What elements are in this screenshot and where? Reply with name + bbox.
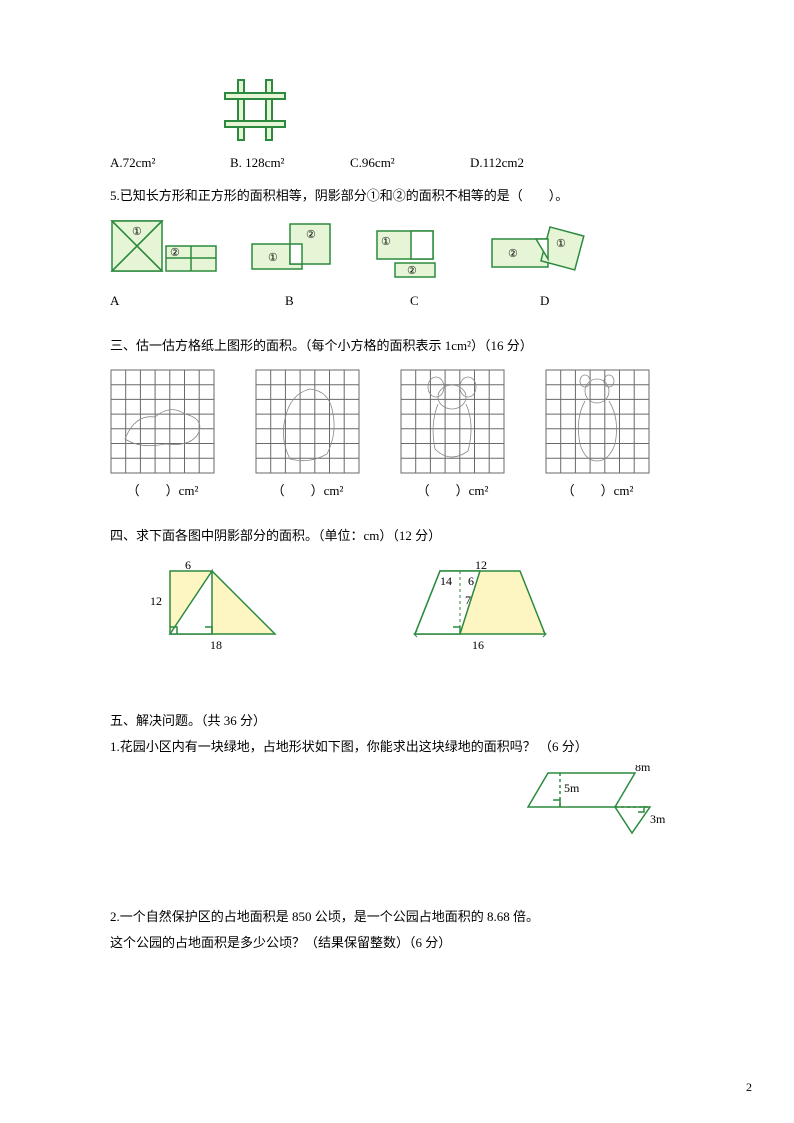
svg-text:8m: 8m xyxy=(635,765,651,774)
q5-label-d: D xyxy=(540,293,640,309)
svg-text:6: 6 xyxy=(185,559,191,572)
q5-figures: ① ② ① ② xyxy=(110,219,699,283)
grid-cap-2: （ ）cm² xyxy=(272,480,344,499)
grid-cap-3: （ ）cm² xyxy=(417,480,489,499)
q4-opt-d: D.112cm2 xyxy=(470,155,590,171)
svg-text:①: ① xyxy=(132,226,142,238)
q4-options: A.72cm² B. 128cm² C.96cm² D.112cm2 xyxy=(110,155,699,171)
s5-q1: 1.花园小区内有一块绿地，占地形状如下图，你能求出这块绿地的面积吗？ （6 分） xyxy=(110,734,699,760)
q5-fig-d: ② ① xyxy=(490,219,590,283)
q5-fig-a: ① ② xyxy=(110,219,220,283)
svg-text:②: ② xyxy=(407,265,417,277)
q5-label-b: B xyxy=(285,293,410,309)
s4-fig1: 6 12 18 xyxy=(130,559,300,654)
svg-text:18: 18 xyxy=(210,638,222,652)
grid-figure-4 xyxy=(545,369,650,474)
q5-text: 5.已知长方形和正方形的面积相等，阴影部分①和②的面积不相等的是（ ）。 xyxy=(110,183,699,209)
q5-fig-c: ① ② xyxy=(375,219,460,283)
svg-text:14: 14 xyxy=(440,574,452,588)
page-number: 2 xyxy=(746,1080,752,1095)
grid-figure-2 xyxy=(255,369,360,474)
svg-text:②: ② xyxy=(306,229,316,241)
svg-text:3m: 3m xyxy=(650,812,666,826)
q4-opt-a: A.72cm² xyxy=(110,155,230,171)
grid-figure-1 xyxy=(110,369,215,474)
s3-heading: 三、估一估方格纸上图形的面积。（每个小方格的面积表示 1cm²）（16 分） xyxy=(110,333,699,359)
s4-figures: 6 12 18 12 14 6 7 xyxy=(110,559,699,658)
s5-q2a: 2.一个自然保护区的占地面积是 850 公顷，是一个公园占地面积的 8.68 倍… xyxy=(110,904,699,930)
grid-figure-3 xyxy=(400,369,505,474)
cross-square-figure xyxy=(220,75,290,145)
svg-text:5m: 5m xyxy=(564,781,580,795)
svg-text:②: ② xyxy=(508,248,518,260)
q4-opt-b: B. 128cm² xyxy=(230,155,350,171)
svg-text:12: 12 xyxy=(150,594,162,608)
s5-q2b: 这个公园的占地面积是多少公顷？（结果保留整数）（6 分） xyxy=(110,930,699,956)
svg-text:16: 16 xyxy=(472,638,484,652)
q5-label-a: A xyxy=(110,293,250,309)
s4-heading: 四、求下面各图中阴影部分的面积。（单位：cm）（12 分） xyxy=(110,523,699,549)
svg-text:12: 12 xyxy=(475,559,487,572)
s3-grids: （ ）cm² （ ）cm² xyxy=(110,369,699,499)
svg-text:①: ① xyxy=(556,238,566,250)
s5-heading: 五、解决问题。（共 36 分） xyxy=(110,708,699,734)
svg-text:①: ① xyxy=(268,252,278,264)
svg-text:②: ② xyxy=(170,247,180,259)
svg-text:7: 7 xyxy=(465,593,471,607)
grid-cap-1: （ ）cm² xyxy=(127,480,199,499)
svg-text:6: 6 xyxy=(468,574,474,588)
q5-fig-b: ① ② xyxy=(250,219,345,283)
q5-label-c: C xyxy=(410,293,525,309)
s5-fig: 8m 5m 3m xyxy=(520,765,670,845)
s4-fig2: 12 14 6 7 16 xyxy=(390,559,570,654)
svg-text:①: ① xyxy=(381,236,391,248)
q4-opt-c: C.96cm² xyxy=(350,155,470,171)
grid-cap-4: （ ）cm² xyxy=(562,480,634,499)
